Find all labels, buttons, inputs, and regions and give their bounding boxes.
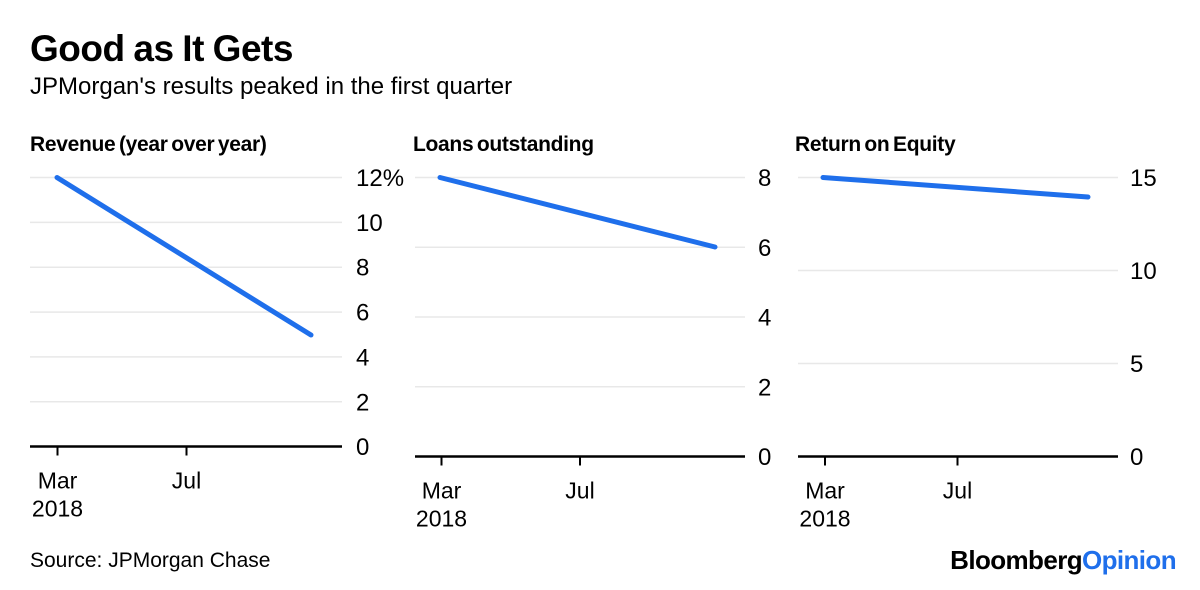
data-line <box>820 175 1091 200</box>
panel-title-return-on-equity: Return on Equity <box>795 133 956 156</box>
y-axis-label: 8 <box>758 165 771 192</box>
panel-title-revenue: Revenue (year over year) <box>30 133 267 156</box>
x-tick-year-label: 2018 <box>416 506 467 532</box>
y-axis-label: 15 <box>1130 165 1157 192</box>
y-axis-label: 6 <box>356 300 369 327</box>
brand-opinion-text: Opinion <box>1082 545 1177 575</box>
x-tick-label: Mar <box>38 468 78 494</box>
y-axis-label: 2 <box>356 389 369 416</box>
y-axis-label: 4 <box>758 305 771 332</box>
page-subtitle: JPMorgan's results peaked in the first q… <box>30 73 513 100</box>
x-tick-year-label: 2018 <box>32 496 83 522</box>
x-tick-label: Jul <box>565 478 594 504</box>
x-tick-label: Mar <box>422 478 462 504</box>
y-axis-label: 6 <box>758 235 771 262</box>
y-axis-label: 12% <box>356 165 404 192</box>
x-tick-year-label: 2018 <box>799 506 850 532</box>
bloomberg-opinion-logo: BloombergOpinion <box>950 545 1176 576</box>
y-axis-label: 5 <box>1130 351 1143 378</box>
x-tick-label: Jul <box>172 468 201 494</box>
y-axis-zero-label: 0 <box>758 444 771 471</box>
y-axis-label: 8 <box>356 255 369 282</box>
y-axis-zero-label: 0 <box>1130 444 1143 471</box>
panel-title-loans-outstanding: Loans outstanding <box>413 133 594 156</box>
y-axis-label: 10 <box>1130 258 1157 285</box>
brand-bloomberg-text: Bloomberg <box>950 545 1082 575</box>
x-tick-label: Jul <box>943 478 972 504</box>
x-tick-label: Mar <box>805 478 845 504</box>
data-line <box>54 175 314 338</box>
data-line <box>437 175 718 250</box>
source-note: Source: JPMorgan Chase <box>30 549 271 572</box>
y-axis-zero-label: 0 <box>356 434 369 461</box>
y-axis-label: 2 <box>758 374 771 401</box>
y-axis-label: 10 <box>356 210 383 237</box>
page-title: Good as It Gets <box>30 28 293 69</box>
y-axis-label: 4 <box>356 344 369 371</box>
